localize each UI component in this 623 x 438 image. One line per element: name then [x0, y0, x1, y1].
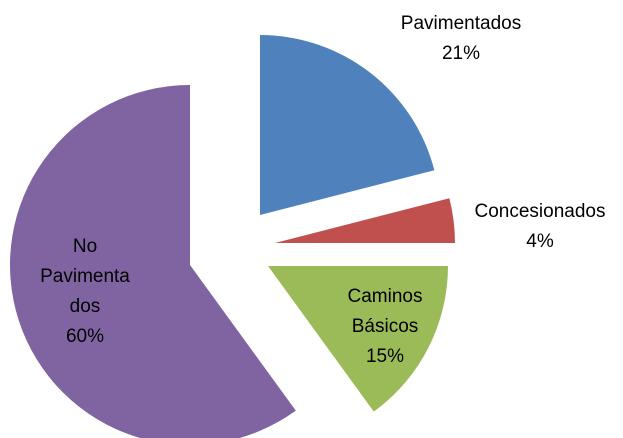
category-label: Pavimentados — [400, 13, 522, 34]
pie-slice — [260, 35, 435, 215]
value-label: 15% — [365, 346, 405, 367]
category-label: Caminos Básicos — [347, 286, 423, 337]
slice-label: Pavimentados 21% — [361, 9, 561, 69]
pie-slice — [10, 85, 296, 438]
category-label: No Pavimentados — [40, 236, 130, 317]
slice-label: Caminos Básicos 15% — [325, 282, 445, 372]
value-label: 4% — [526, 231, 554, 252]
pie-slice — [275, 198, 455, 243]
slice-label: Concesionados 4% — [440, 197, 623, 257]
slice-label: No Pavimentados 60% — [39, 232, 131, 352]
category-label: Concesionados — [474, 201, 606, 222]
pie-slice — [268, 266, 448, 412]
value-label: 21% — [441, 43, 481, 64]
value-label: 60% — [65, 326, 105, 347]
